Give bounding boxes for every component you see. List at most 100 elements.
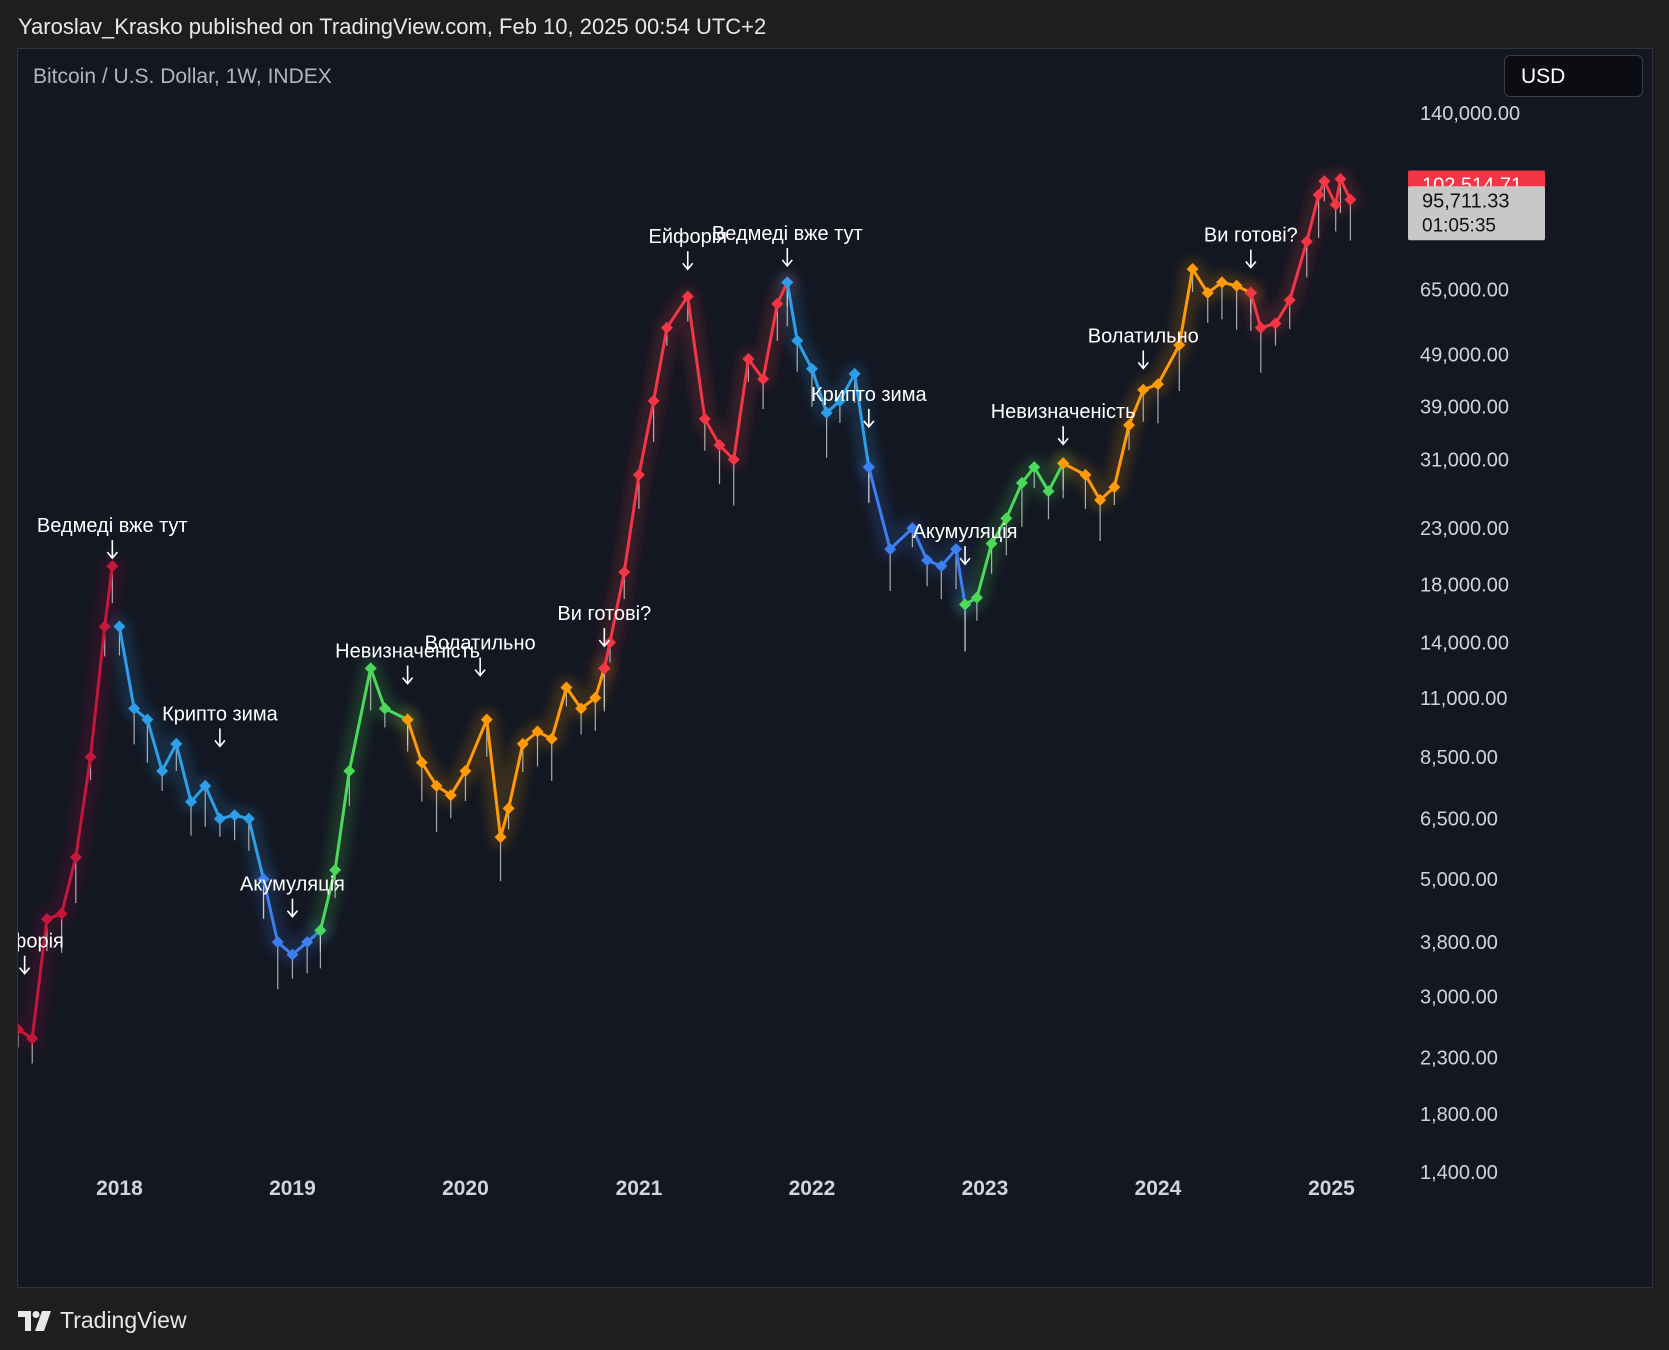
phase-annotation: Крипто зима [162,703,278,725]
data-point [286,948,299,961]
annotation-arrowhead [474,669,486,677]
phase-annotation: Волатильно [425,633,536,655]
data-point [1254,321,1267,334]
data-point [480,713,493,726]
phase-annotation: Акумуляція [240,874,345,896]
phase-annotation: Ведмеді вже тут [37,515,188,537]
phase-annotation: Ейфорія [648,226,727,248]
data-point [985,537,998,550]
data-point [415,756,428,769]
bar-countdown-label: 01:05:35 [1422,215,1496,236]
y-tick-label: 65,000.00 [1420,279,1509,301]
data-point [647,394,660,407]
data-point [378,702,391,715]
data-point [1123,419,1136,432]
x-tick-label: 2024 [1135,1177,1182,1200]
chart-panel[interactable]: Ведмеді вже тут Крипто зима Акумуляція Неви… [17,48,1653,1288]
data-point [1186,262,1199,275]
annotation-arrowhead [214,739,226,748]
data-point [364,662,377,675]
data-point [1057,457,1070,470]
data-point [141,713,154,726]
data-point [781,276,794,289]
data-point [1215,276,1228,289]
series-line [1249,177,1352,330]
data-point [598,662,611,675]
data-point [1094,493,1107,506]
footer-brand[interactable]: TradingView [18,1307,187,1334]
y-tick-label: 2,300.00 [1420,1048,1498,1070]
y-tick-label: 1,400.00 [1420,1162,1498,1184]
data-point [228,809,241,822]
annotation-arrowhead [863,420,875,429]
data-point [314,924,327,937]
data-point [970,591,983,604]
data-point [589,691,602,704]
data-point [1201,286,1214,299]
data-point [1329,198,1342,211]
data-point [1000,512,1013,525]
data-point [242,812,255,825]
y-tick-label: 3,000.00 [1420,987,1498,1009]
series-glow [108,615,275,891]
data-point [55,907,68,920]
data-point [531,725,544,738]
phase-annotation: Невизначеність [991,401,1136,423]
y-tick-label: 8,500.00 [1420,747,1498,769]
currency-button[interactable]: USD [1504,55,1643,97]
published-header: Yaroslav_Krasko published on TradingView… [18,14,767,39]
data-point [713,439,726,452]
data-point [805,362,818,375]
data-point [459,764,472,777]
data-point [1283,294,1296,307]
data-point [1334,173,1347,186]
data-point [1015,476,1028,489]
data-point [833,394,846,407]
annotation-arrowhead [1245,261,1257,269]
y-tick-label: 11,000.00 [1420,688,1508,710]
data-point [820,406,833,419]
annotation-arrowhead [286,910,299,918]
phase-annotation: Акумуляція [913,521,1018,543]
data-point [444,789,457,802]
data-point [727,453,740,466]
annotation-arrowhead [402,677,414,685]
data-point [1108,481,1121,494]
data-point [681,290,694,303]
x-tick-label: 2023 [962,1177,1009,1200]
y-tick-label: 23,000.00 [1420,518,1509,540]
annotation-arrowhead [781,259,793,268]
data-point [301,936,314,949]
y-tick-label: 1,800.00 [1420,1104,1498,1126]
data-point [1173,339,1186,352]
data-point [1318,175,1331,188]
data-point [545,732,558,745]
x-tick-label: 2021 [616,1177,663,1200]
data-point [494,831,507,844]
annotation-layer: Ведмеді вже тут Крипто зима Акумуляція Неви… [18,223,1298,975]
data-point [848,367,861,380]
last-price-badge [1408,186,1545,241]
annotation-arrowhead [959,557,971,566]
data-point [1244,286,1257,299]
data-point [791,334,804,347]
data-point [516,737,529,750]
y-tick-label: 14,000.00 [1420,632,1509,654]
x-axis: 2018 2019 2020 2021 2022 2023 2024 2025 [96,1177,1355,1200]
y-tick-label: 18,000.00 [1420,575,1509,597]
data-point [84,751,97,764]
data-point [906,522,919,535]
data-point [329,864,342,877]
data-point [1269,317,1282,330]
data-point [1151,378,1164,391]
data-point [1300,235,1313,248]
data-point [401,713,414,726]
annotation-arrowhead [682,262,694,271]
tradingview-logo-icon [18,1310,51,1331]
annotation-arrowhead [106,551,118,560]
y-tick-label: 5,000.00 [1420,869,1498,891]
price-chart[interactable]: Ведмеді вже тут Крипто зима Акумуляція Неви… [18,49,1652,1287]
annotation-arrowhead [1057,437,1069,446]
y-tick-label: 39,000.00 [1420,397,1509,419]
